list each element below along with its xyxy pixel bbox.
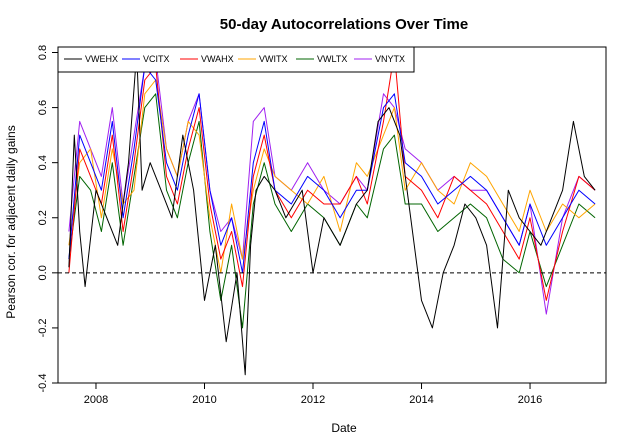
x-tick-label: 2016 — [518, 394, 542, 406]
y-tick-label: 0.0 — [37, 265, 49, 280]
y-axis: -0.4 -0.2 0.0 0.2 0.4 0.6 0.8 — [37, 45, 58, 393]
x-tick-label: 2010 — [192, 394, 216, 406]
series-line-vnytx — [68, 57, 596, 315]
y-axis-label: Pearson cor. for adjacent daily gains — [4, 125, 18, 318]
legend-label-vcitx: VCITX — [143, 54, 170, 64]
y-tick-label: 0.6 — [37, 100, 49, 115]
series-line-vwitx — [68, 79, 596, 274]
legend-label-vwehx: VWEHX — [85, 54, 118, 64]
series-line-vwltx — [68, 93, 596, 329]
legend-label-vwltx: VWLTX — [317, 54, 347, 64]
x-axis: 2008 2010 2012 2014 2016 — [84, 383, 542, 406]
y-tick-label: 0.8 — [37, 45, 49, 60]
legend-label-vwahx: VWAHX — [201, 54, 234, 64]
x-tick-label: 2014 — [409, 394, 433, 406]
plot-series-group — [68, 52, 596, 376]
y-tick-label: -0.4 — [37, 374, 49, 393]
series-line-vcitx — [68, 65, 596, 274]
x-tick-label: 2008 — [84, 394, 108, 406]
y-tick-label: -0.2 — [37, 318, 49, 337]
legend-label-vnytx: VNYTX — [375, 54, 405, 64]
series-line-vwehx — [68, 52, 596, 376]
x-axis-label: Date — [331, 421, 357, 435]
x-tick-label: 2012 — [301, 394, 325, 406]
legend-label-vwitx: VWITX — [259, 54, 288, 64]
legend: VWEHX VCITX VWAHX VWITX VWLTX VNYTX — [57, 46, 415, 73]
y-tick-label: 0.4 — [37, 155, 49, 170]
chart-title: 50-day Autocorrelations Over Time — [220, 16, 468, 33]
y-tick-label: 0.2 — [37, 210, 49, 225]
series-line-vwahx — [68, 52, 596, 301]
